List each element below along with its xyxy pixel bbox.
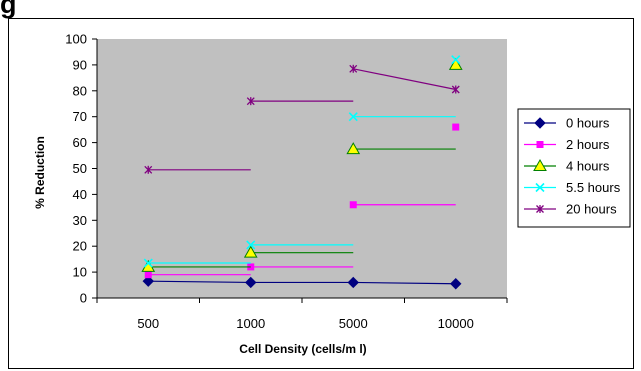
y-tick-label: 0 [80,291,87,306]
legend-label: 4 hours [566,159,610,174]
data-point [348,112,358,122]
legend-label: 0 hours [566,116,610,131]
data-point [448,57,463,70]
marker-stroke [535,182,545,193]
data-point [143,258,153,268]
data-point [347,276,359,289]
legend-swatch-marker [533,158,547,171]
y-tick-label: 90 [73,57,87,72]
data-point [349,64,358,73]
legend-label: 5.5 hours [566,180,621,195]
x-tick-label: 10000 [438,316,474,331]
data-point [451,55,461,65]
y-axis-ticks: 0 10 20 30 40 50 60 70 80 90 100 [65,32,97,306]
legend-label: 20 hours [566,202,617,217]
y-tick-label: 60 [73,135,87,150]
marker-stroke [451,55,461,65]
legend-item-5-5-hours: 5.5 hours [524,180,621,195]
plot-area [97,39,507,298]
legend-swatch-marker [536,141,544,148]
data-point [144,271,152,279]
marker-stroke [348,112,358,122]
marker-stroke [143,258,153,268]
data-point [243,245,258,258]
legend-swatch-marker [535,182,545,193]
legend-swatch-marker [536,205,544,213]
series-0-hours [142,275,462,290]
data-point [144,165,153,174]
page-heading: g [0,0,17,19]
y-axis-title: % Reduction [33,136,47,209]
y-tick-label: 20 [73,239,87,254]
legend-label: 2 hours [566,137,610,152]
series-line [353,68,456,91]
y-tick-label: 10 [73,265,87,280]
x-axis-ticks: 500 1000 5000 10000 [96,298,508,331]
x-axis-title: Cell Density (cells/m l) [239,342,366,356]
x-tick-label: 5000 [339,316,368,331]
series-layer [141,55,463,290]
y-tick-label: 100 [65,32,87,47]
data-point [346,142,361,155]
y-tick-label: 50 [73,161,87,176]
data-point [245,276,257,289]
x-tick-label: 500 [137,316,159,331]
legend-item-4-hours: 4 hours [524,159,610,174]
legend-item-20-hours: 20 hours [524,202,617,217]
x-tick-label: 1000 [236,316,265,331]
legend: 0 hours 2 hours 4 hours 5.5 hours 20 hours [517,108,631,228]
y-tick-label: 80 [73,83,87,98]
series-line [148,280,456,285]
data-point [142,275,154,287]
y-tick-label: 70 [73,109,87,124]
data-point [246,240,256,250]
legend-swatch-marker [534,117,546,129]
data-point [451,85,460,94]
y-tick-label: 40 [73,187,87,202]
legend-item-0-hours: 0 hours [524,116,610,131]
series-20-hours [144,64,460,174]
legend-item-2-hours: 2 hours [524,137,610,152]
data-point [452,123,460,131]
data-point [246,97,255,106]
data-point [349,201,357,209]
marker-stroke [246,240,256,250]
y-tick-label: 30 [73,213,87,228]
series-5-5-hours [143,55,461,268]
data-point [450,278,462,290]
